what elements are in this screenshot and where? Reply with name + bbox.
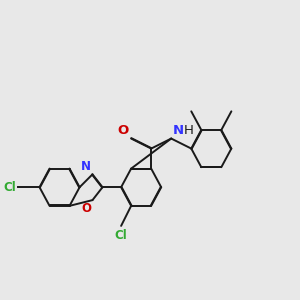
Text: O: O: [117, 124, 128, 137]
Text: N: N: [173, 124, 184, 137]
Text: H: H: [184, 124, 194, 137]
Text: Cl: Cl: [4, 181, 16, 194]
Text: Cl: Cl: [115, 229, 128, 242]
Text: O: O: [81, 202, 91, 214]
Text: N: N: [81, 160, 91, 173]
